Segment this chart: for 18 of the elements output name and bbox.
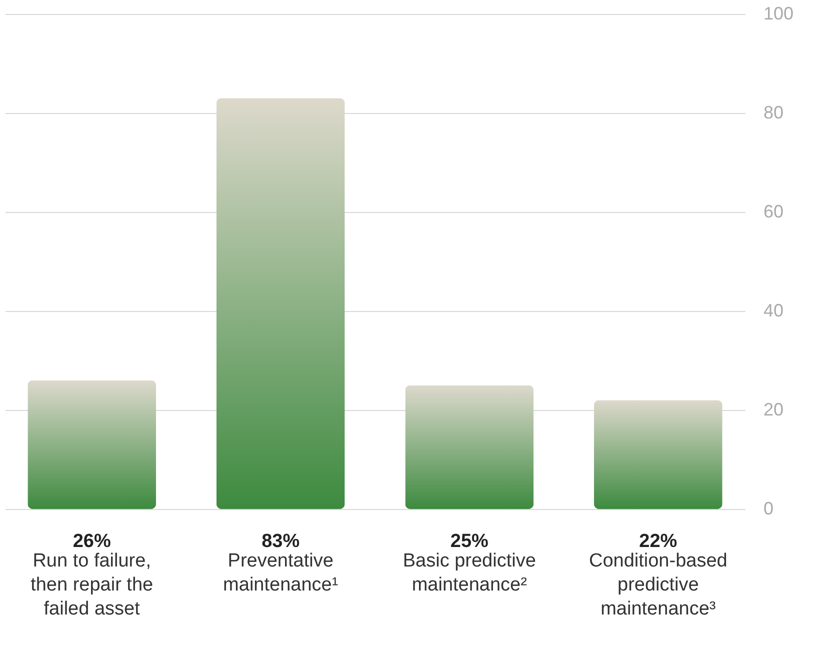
data-label: 25% — [450, 531, 489, 552]
bar — [594, 400, 722, 509]
y-tick-label: 80 — [764, 102, 784, 122]
bar — [405, 385, 534, 509]
x-tick-label: Condition-based predictive maintenance³ — [588, 550, 728, 620]
y-tick-label: 0 — [764, 498, 774, 518]
y-tick-label: 20 — [764, 400, 784, 420]
data-label: 22% — [639, 531, 678, 552]
data-label: 83% — [262, 531, 300, 552]
x-tick-label: Run to failure, then repair the failed asset — [30, 550, 154, 620]
bar — [216, 98, 345, 509]
bar — [28, 380, 156, 509]
data-label: 26% — [72, 531, 111, 552]
y-tick-label: 100 — [764, 4, 794, 24]
x-tick-label: Basic predictive maintenance² — [402, 550, 536, 596]
x-tick-label: Preventative maintenance¹ — [223, 550, 338, 596]
y-tick-label: 60 — [764, 202, 784, 222]
y-tick-label: 40 — [764, 300, 784, 320]
